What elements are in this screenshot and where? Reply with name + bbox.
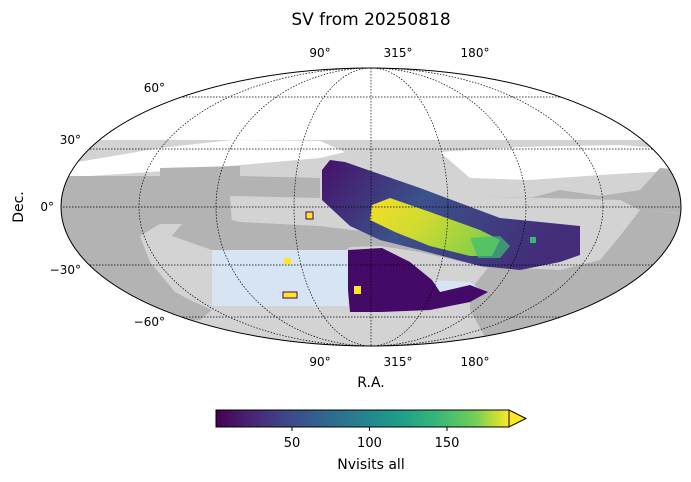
colorbar-tick-label: 100 <box>357 436 382 451</box>
graticule <box>61 68 681 346</box>
dec-tick-label: −60° <box>134 315 165 329</box>
colorbar-outline <box>215 409 509 428</box>
galactic-plane-band <box>322 160 580 270</box>
footprint-white-north-gap <box>61 140 345 178</box>
dec-tick-label: 30° <box>60 133 81 147</box>
colorbar: 50 100 150 Nvisits all <box>215 409 528 473</box>
footprint-blue-region <box>212 250 348 306</box>
deep-drilling-field-3 <box>282 291 298 299</box>
deep-drilling-field-2 <box>284 258 291 264</box>
ra-meridian-3 <box>138 68 604 346</box>
dec-tick-label: −30° <box>50 263 81 277</box>
southern-patch <box>348 248 488 312</box>
nvisits-data <box>282 160 580 312</box>
colorbar-gradient <box>216 410 509 427</box>
high-coverage-core <box>370 198 500 256</box>
ra-meridian-1 <box>293 68 449 346</box>
ra-meridian-2 <box>215 68 527 346</box>
ra-tick-bottom: 315° <box>384 355 413 369</box>
colorbar-tick-label: 150 <box>435 436 460 451</box>
ra-tick-bottom: 180° <box>461 355 490 369</box>
core-green-fringe <box>470 236 510 258</box>
footprint-dark-region <box>61 166 681 346</box>
chart-title: SV from 20250818 <box>291 10 450 30</box>
x-axis-label: R.A. <box>357 375 384 391</box>
colorbar-ticks: 50 100 150 <box>284 427 460 451</box>
ra-tick-bottom: 90° <box>309 355 330 369</box>
dec-tick-label: 60° <box>144 81 165 95</box>
deep-drilling-field-4 <box>354 286 361 294</box>
colorbar-label: Nvisits all <box>337 457 404 473</box>
colorbar-tick-label: 50 <box>284 436 301 451</box>
ra-tick-top: 315° <box>384 46 413 60</box>
sky-boundary <box>60 67 682 347</box>
colorbar-extend-arrow <box>508 409 528 428</box>
ra-tick-top: 180° <box>461 46 490 60</box>
ra-tick-top: 90° <box>309 46 330 60</box>
y-axis-label: Dec. <box>11 191 27 223</box>
footprint-white-north-east <box>440 145 681 180</box>
deep-drilling-field-5 <box>530 237 536 243</box>
dec-tick-label: 0° <box>40 200 54 214</box>
footprint-dark-east <box>470 168 681 214</box>
deep-drilling-field-1 <box>305 211 314 220</box>
